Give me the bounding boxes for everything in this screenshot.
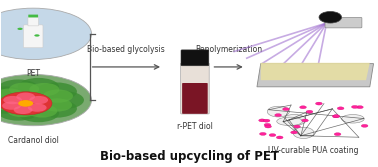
Circle shape xyxy=(34,34,40,37)
Circle shape xyxy=(259,132,266,135)
Circle shape xyxy=(18,78,59,96)
Circle shape xyxy=(9,82,39,96)
Circle shape xyxy=(275,114,282,117)
Circle shape xyxy=(264,123,271,126)
Circle shape xyxy=(291,131,297,134)
Ellipse shape xyxy=(319,12,342,23)
Text: Cardanol diol: Cardanol diol xyxy=(8,136,59,145)
Circle shape xyxy=(27,104,57,118)
Text: r-PET diol: r-PET diol xyxy=(177,122,213,131)
Circle shape xyxy=(302,119,308,122)
Circle shape xyxy=(36,100,77,118)
Circle shape xyxy=(283,108,290,111)
Circle shape xyxy=(332,115,339,118)
Circle shape xyxy=(28,104,46,112)
Circle shape xyxy=(276,136,283,139)
Circle shape xyxy=(0,97,23,111)
Circle shape xyxy=(0,74,91,126)
Circle shape xyxy=(2,102,21,110)
FancyBboxPatch shape xyxy=(182,83,208,114)
Circle shape xyxy=(29,83,59,96)
Circle shape xyxy=(316,102,322,105)
Circle shape xyxy=(3,96,22,104)
FancyBboxPatch shape xyxy=(28,15,38,17)
Circle shape xyxy=(16,93,35,101)
Ellipse shape xyxy=(267,106,290,117)
Circle shape xyxy=(337,107,344,110)
FancyBboxPatch shape xyxy=(181,50,209,66)
Text: Repolymerization: Repolymerization xyxy=(195,45,262,54)
Ellipse shape xyxy=(282,114,306,125)
Text: Bio-based upcycling of PET: Bio-based upcycling of PET xyxy=(100,150,279,163)
Circle shape xyxy=(333,115,340,118)
FancyBboxPatch shape xyxy=(325,17,362,28)
Ellipse shape xyxy=(293,127,314,138)
FancyBboxPatch shape xyxy=(23,25,43,48)
Circle shape xyxy=(36,82,77,101)
Text: PET: PET xyxy=(26,69,40,78)
Circle shape xyxy=(18,100,33,107)
Circle shape xyxy=(356,106,363,109)
Circle shape xyxy=(17,28,23,30)
Circle shape xyxy=(352,105,358,108)
Circle shape xyxy=(0,8,91,59)
Circle shape xyxy=(7,104,37,117)
Polygon shape xyxy=(257,64,373,87)
Circle shape xyxy=(0,102,39,121)
Circle shape xyxy=(42,98,72,112)
Circle shape xyxy=(0,86,26,105)
Circle shape xyxy=(43,91,84,109)
Circle shape xyxy=(14,106,33,114)
Circle shape xyxy=(0,89,25,102)
Circle shape xyxy=(18,104,59,122)
Text: UV-curable PUA coating: UV-curable PUA coating xyxy=(268,146,359,155)
Polygon shape xyxy=(261,63,370,80)
Circle shape xyxy=(300,106,307,109)
Circle shape xyxy=(0,96,26,114)
Circle shape xyxy=(43,90,73,103)
FancyBboxPatch shape xyxy=(181,63,209,114)
Circle shape xyxy=(269,134,276,137)
Ellipse shape xyxy=(342,115,364,123)
Circle shape xyxy=(294,125,301,128)
Circle shape xyxy=(361,124,368,127)
Circle shape xyxy=(306,110,313,113)
Circle shape xyxy=(265,125,271,128)
Ellipse shape xyxy=(277,117,302,126)
Circle shape xyxy=(29,96,48,104)
Circle shape xyxy=(259,119,265,122)
FancyBboxPatch shape xyxy=(28,17,39,26)
Circle shape xyxy=(0,92,52,115)
Circle shape xyxy=(334,133,341,136)
Circle shape xyxy=(263,119,270,122)
Circle shape xyxy=(0,79,39,98)
Text: Bio-based glycolysis: Bio-based glycolysis xyxy=(87,45,165,54)
